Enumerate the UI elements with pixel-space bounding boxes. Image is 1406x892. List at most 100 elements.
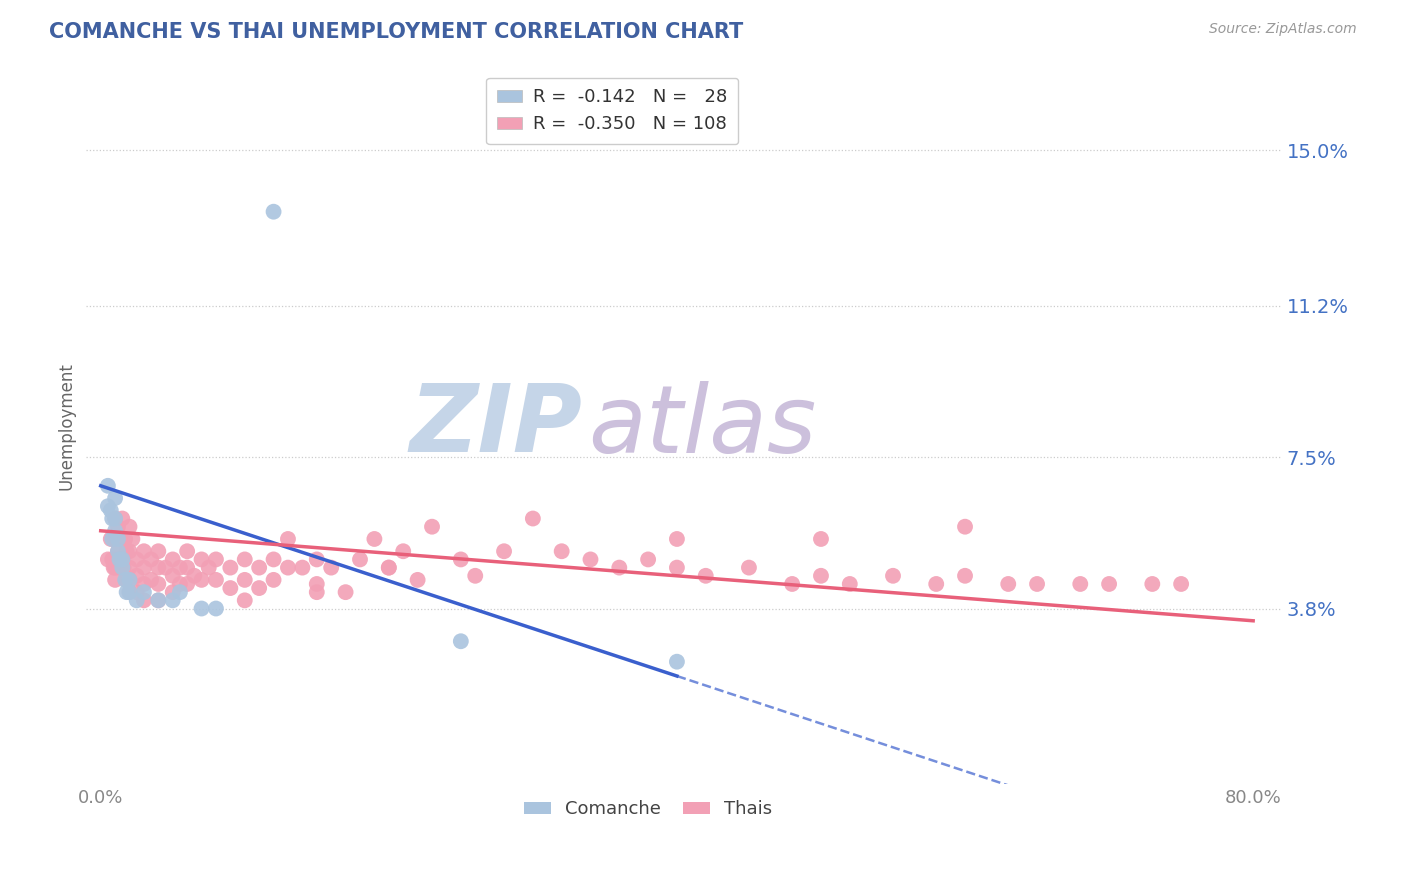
Point bbox=[148, 593, 170, 607]
Point bbox=[205, 573, 228, 587]
Point bbox=[121, 532, 143, 546]
Point bbox=[169, 585, 191, 599]
Point bbox=[169, 560, 191, 574]
Point bbox=[114, 532, 136, 546]
Point bbox=[132, 577, 155, 591]
Point bbox=[169, 577, 191, 591]
Point bbox=[118, 519, 141, 533]
Point bbox=[738, 560, 761, 574]
Point bbox=[190, 552, 212, 566]
Point bbox=[277, 532, 299, 546]
Point bbox=[148, 577, 170, 591]
Point bbox=[139, 573, 162, 587]
Point bbox=[378, 560, 401, 574]
Point bbox=[132, 544, 155, 558]
Point bbox=[1170, 577, 1192, 591]
Point bbox=[305, 585, 328, 599]
Point bbox=[114, 573, 136, 587]
Point bbox=[132, 593, 155, 607]
Point bbox=[665, 560, 688, 574]
Point bbox=[997, 577, 1019, 591]
Point bbox=[522, 511, 544, 525]
Text: atlas: atlas bbox=[589, 381, 817, 472]
Point bbox=[125, 552, 148, 566]
Point bbox=[838, 577, 860, 591]
Point bbox=[882, 569, 904, 583]
Point bbox=[363, 532, 385, 546]
Point bbox=[305, 577, 328, 591]
Point bbox=[108, 560, 131, 574]
Point bbox=[118, 585, 141, 599]
Point bbox=[107, 544, 129, 558]
Point bbox=[378, 560, 401, 574]
Point bbox=[637, 552, 659, 566]
Text: Source: ZipAtlas.com: Source: ZipAtlas.com bbox=[1209, 22, 1357, 37]
Point bbox=[111, 560, 134, 574]
Point bbox=[104, 560, 127, 574]
Point bbox=[111, 532, 134, 546]
Point bbox=[108, 552, 131, 566]
Point bbox=[111, 552, 134, 566]
Point bbox=[104, 491, 127, 505]
Point bbox=[464, 569, 486, 583]
Point bbox=[190, 573, 212, 587]
Point bbox=[205, 601, 228, 615]
Point bbox=[118, 560, 141, 574]
Point bbox=[665, 532, 688, 546]
Point bbox=[139, 552, 162, 566]
Point bbox=[162, 552, 184, 566]
Point bbox=[263, 573, 285, 587]
Point bbox=[103, 560, 125, 574]
Point bbox=[176, 577, 198, 591]
Point bbox=[247, 560, 270, 574]
Text: COMANCHE VS THAI UNEMPLOYMENT CORRELATION CHART: COMANCHE VS THAI UNEMPLOYMENT CORRELATIO… bbox=[49, 22, 744, 42]
Point bbox=[100, 532, 122, 546]
Point bbox=[118, 573, 141, 587]
Point bbox=[550, 544, 572, 558]
Point bbox=[118, 573, 141, 587]
Point bbox=[349, 552, 371, 566]
Point bbox=[125, 569, 148, 583]
Point bbox=[104, 524, 127, 538]
Point bbox=[125, 593, 148, 607]
Point bbox=[406, 573, 429, 587]
Point bbox=[335, 585, 357, 599]
Point bbox=[953, 519, 976, 533]
Point bbox=[321, 560, 343, 574]
Point bbox=[155, 560, 177, 574]
Point bbox=[107, 532, 129, 546]
Point bbox=[111, 552, 134, 566]
Point bbox=[176, 560, 198, 574]
Point bbox=[450, 552, 472, 566]
Point bbox=[263, 552, 285, 566]
Point bbox=[291, 560, 314, 574]
Point bbox=[190, 601, 212, 615]
Point bbox=[104, 511, 127, 525]
Point bbox=[104, 532, 127, 546]
Point bbox=[104, 511, 127, 525]
Point bbox=[695, 569, 717, 583]
Point bbox=[219, 581, 242, 595]
Point bbox=[1142, 577, 1164, 591]
Point bbox=[1069, 577, 1091, 591]
Point bbox=[148, 560, 170, 574]
Point bbox=[392, 544, 415, 558]
Point bbox=[607, 560, 630, 574]
Point bbox=[233, 593, 256, 607]
Point bbox=[118, 544, 141, 558]
Point bbox=[162, 585, 184, 599]
Point bbox=[1026, 577, 1049, 591]
Point bbox=[277, 560, 299, 574]
Point bbox=[101, 511, 124, 525]
Point bbox=[925, 577, 948, 591]
Point bbox=[263, 204, 285, 219]
Point bbox=[197, 560, 219, 574]
Point bbox=[665, 655, 688, 669]
Point bbox=[148, 544, 170, 558]
Point bbox=[810, 532, 832, 546]
Point bbox=[107, 544, 129, 558]
Point bbox=[97, 479, 120, 493]
Point bbox=[110, 552, 132, 566]
Point bbox=[132, 560, 155, 574]
Point bbox=[97, 500, 120, 514]
